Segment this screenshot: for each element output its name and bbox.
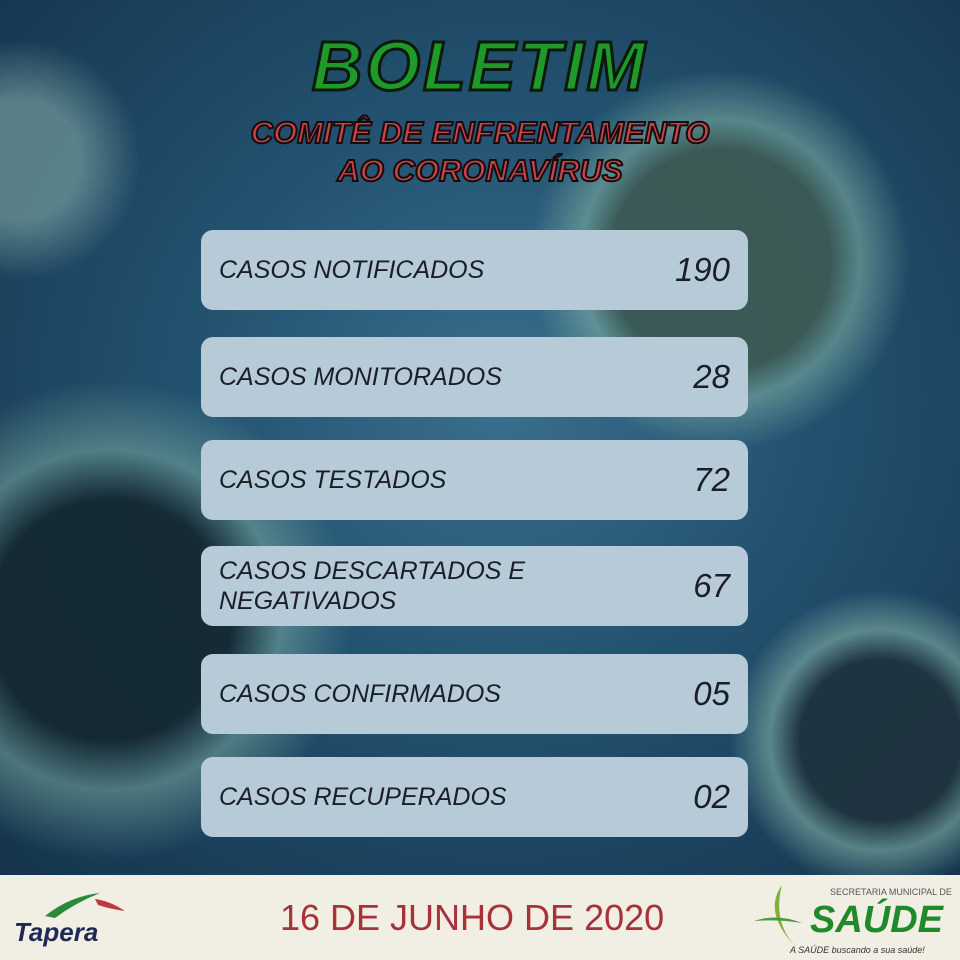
subtitle-line-2: AO CORONAVÍRUS [336,152,623,189]
stat-row: CASOS CONFIRMADOS 05 [201,654,748,734]
stat-row: CASOS DESCARTADOS E NEGATIVADOS 67 [201,546,748,626]
bulletin-title: BOLETIM [311,26,648,107]
stat-value: 190 [674,251,730,288]
stat-row: CASOS TESTADOS 72 [201,440,748,520]
saude-logo-icon [754,885,802,948]
stat-row: CASOS RECUPERADOS 02 [201,757,748,837]
bulletin-subtitle: COMITÊ DE ENFRENTAMENTO AO CORONAVÍRUS [0,114,960,190]
stat-value: 05 [693,675,730,712]
stat-value: 72 [693,461,730,498]
stat-label: CASOS RECUPERADOS [219,783,507,811]
stat-label: CASOS MONITORADOS [219,363,502,391]
tapera-logo: Tapera [14,917,99,947]
stat-value: 67 [693,567,730,604]
stat-label: CASOS DESCARTADOS E NEGATIVADOS [219,557,526,615]
stat-label: CASOS NOTIFICADOS [219,256,485,284]
saude-logo-tagline: A SAÚDE buscando a sua saúde! [790,945,925,955]
stat-value: 02 [693,778,730,815]
stat-row: CASOS NOTIFICADOS 190 [201,230,748,310]
stat-row: CASOS MONITORADOS 28 [201,337,748,417]
footer: Tapera 16 DE JUNHO DE 2020 SECRETARIA MU… [0,875,960,960]
saude-logo-top: SECRETARIA MUNICIPAL DE [830,887,952,897]
stat-label: CASOS CONFIRMADOS [219,680,501,708]
stat-value: 28 [693,358,730,395]
tapera-logo-icon [45,893,125,918]
saude-logo: SAÚDE [810,899,944,941]
stat-label: CASOS TESTADOS [219,466,447,494]
subtitle-line-1: COMITÊ DE ENFRENTAMENTO [250,114,711,151]
bulletin-date: 16 DE JUNHO DE 2020 [280,897,665,938]
